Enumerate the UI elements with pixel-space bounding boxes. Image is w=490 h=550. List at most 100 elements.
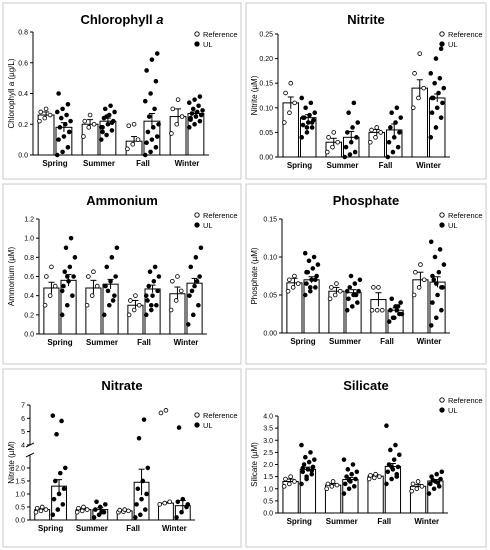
data-point-reference: [133, 293, 138, 298]
data-point-ul: [353, 476, 358, 482]
data-point-reference: [89, 293, 95, 298]
data-point-ul: [300, 115, 306, 120]
data-point-ul: [350, 462, 356, 467]
data-point-ul: [388, 447, 393, 453]
data-point-ul: [432, 80, 437, 86]
data-point-ul: [441, 85, 447, 91]
data-point-ul: [440, 100, 445, 106]
data-point-ul: [437, 75, 443, 81]
data-point-reference: [374, 307, 380, 313]
data-point-ul: [309, 120, 315, 125]
data-point-ul: [50, 413, 56, 418]
data-point-ul: [308, 100, 314, 106]
data-point-reference: [287, 481, 292, 487]
panel-border: [2, 183, 242, 365]
y-tick-label: 0.00: [263, 331, 277, 338]
y-tick-label: 0.15: [259, 81, 273, 88]
data-point-ul: [386, 139, 392, 145]
data-point-reference: [84, 507, 90, 512]
data-point-ul: [439, 469, 445, 475]
data-point-ul: [150, 293, 155, 298]
data-point-ul: [155, 288, 160, 294]
data-point-reference: [86, 125, 92, 130]
data-point-ul: [60, 149, 65, 155]
data-point-ul: [55, 507, 61, 512]
y-tick-label: 2.0: [15, 465, 25, 472]
y-axis-label: Phosphate (µM): [250, 247, 259, 304]
data-point-ul: [397, 130, 402, 135]
data-point-reference: [38, 109, 44, 115]
x-tick-label: Summer: [83, 159, 115, 168]
data-point-reference: [74, 509, 80, 515]
data-point-reference: [378, 130, 383, 135]
data-point-ul: [200, 108, 205, 113]
x-tick-label: Summer: [86, 338, 118, 347]
data-point-reference: [285, 288, 291, 294]
data-point-reference: [175, 274, 180, 279]
data-point-ul: [57, 125, 63, 130]
data-point-ul: [139, 496, 144, 502]
legend-marker-ul: [439, 222, 445, 228]
data-point-reference: [76, 505, 81, 511]
data-point-ul: [431, 486, 437, 492]
legend-marker-reference: [194, 412, 200, 418]
x-tick-label: Spring: [42, 159, 67, 168]
data-point-ul: [188, 117, 193, 122]
data-point-reference: [91, 121, 97, 127]
data-point-ul: [345, 467, 351, 472]
chart-title: Ammonium: [86, 193, 158, 208]
data-point-ul: [100, 129, 105, 135]
data-point-reference: [84, 302, 90, 308]
data-point-reference: [327, 296, 333, 302]
data-point-ul: [144, 491, 149, 497]
data-point-reference: [37, 118, 42, 124]
data-point-ul: [149, 137, 155, 142]
x-tick-label: Winter: [417, 337, 442, 346]
data-point-ul: [344, 474, 349, 479]
data-point-ul: [103, 283, 108, 289]
data-point-reference: [126, 123, 132, 129]
data-point-ul: [347, 152, 353, 157]
data-point-reference: [91, 269, 96, 275]
data-point-ul: [198, 245, 204, 251]
data-point-ul: [315, 262, 321, 267]
data-point-reference: [334, 482, 340, 488]
data-point-reference: [168, 307, 174, 313]
data-point-reference: [334, 281, 339, 286]
data-point-ul: [145, 129, 151, 135]
data-point-ul: [309, 471, 315, 477]
data-point-ul: [112, 293, 117, 298]
data-point-ul: [72, 255, 78, 260]
data-point-ul: [192, 97, 197, 102]
chart-panel-3: Ammonium 0.0 0.2 0.4 0.6 0.8 1.0 1.2 Ammonium (µ…: [2, 183, 242, 365]
data-point-ul: [356, 288, 361, 294]
data-point-ul: [310, 266, 316, 271]
data-point-ul: [385, 154, 391, 160]
data-point-ul: [51, 496, 57, 502]
data-point-reference: [163, 408, 169, 413]
data-point-ul: [441, 262, 447, 267]
y-tick-label: 0.20: [259, 56, 273, 63]
data-point-ul: [64, 302, 70, 308]
data-point-ul: [430, 273, 435, 279]
data-point-reference: [288, 474, 293, 479]
panel-border: [245, 183, 487, 365]
data-point-ul: [391, 457, 397, 462]
data-point-ul: [56, 491, 62, 497]
data-point-reference: [324, 149, 330, 155]
y-tick-label: 2.0: [263, 462, 273, 469]
data-point-ul: [355, 300, 360, 305]
data-point-reference: [416, 285, 422, 290]
data-point-reference: [415, 479, 421, 484]
data-point-reference: [419, 484, 425, 489]
chart-title: Silicate: [343, 378, 389, 393]
data-point-ul: [154, 134, 160, 139]
data-point-reference: [379, 307, 385, 313]
data-point-reference: [412, 71, 417, 76]
data-point-ul: [299, 135, 305, 140]
data-point-ul: [306, 258, 312, 264]
data-point-ul: [305, 467, 311, 472]
data-point-reference: [414, 486, 420, 492]
x-tick-label: Fall: [136, 159, 150, 168]
data-point-reference: [157, 502, 163, 507]
